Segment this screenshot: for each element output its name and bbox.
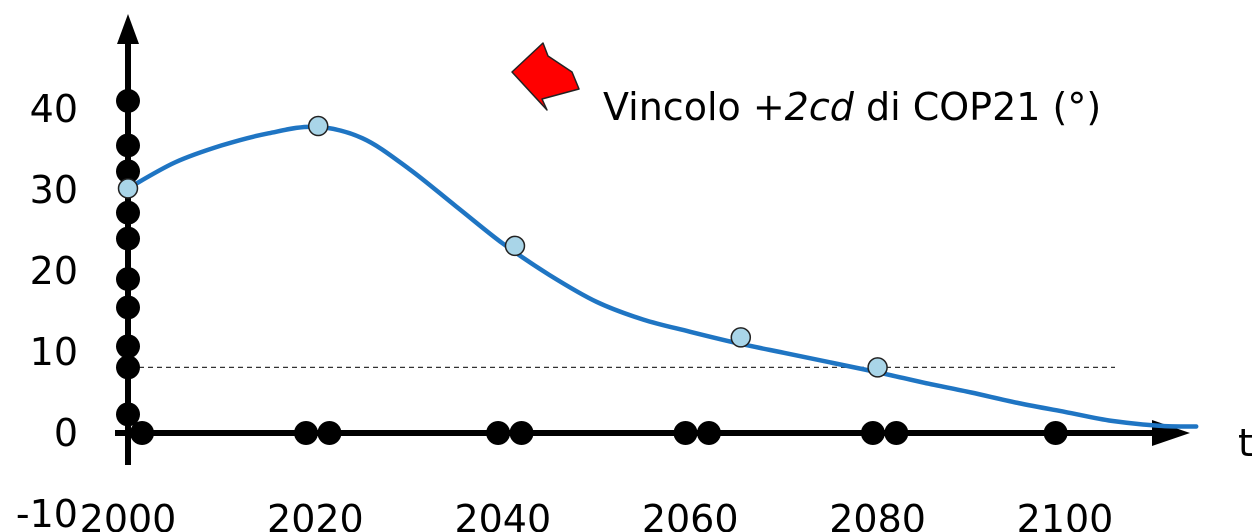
y-axis-dot bbox=[116, 88, 140, 113]
x-axis-dot bbox=[130, 421, 155, 445]
y-axis-dot bbox=[116, 133, 140, 158]
x-tick-label: 2060 bbox=[642, 497, 739, 532]
x-axis-dot bbox=[1043, 421, 1068, 445]
y-axis-arrow-icon bbox=[117, 14, 139, 44]
annotation-label: Vincolo +2cd di COP21 (°) bbox=[603, 85, 1101, 129]
curve-point bbox=[504, 235, 526, 257]
curve-point bbox=[307, 115, 329, 137]
y-tick-label: 10 bbox=[30, 330, 78, 374]
y-axis-dot bbox=[116, 355, 140, 380]
curve-point bbox=[117, 178, 139, 199]
curve-point bbox=[867, 357, 888, 378]
y-axis-dot bbox=[116, 226, 140, 251]
x-axis-dot bbox=[673, 421, 698, 445]
curve-point bbox=[730, 327, 752, 348]
y-axis-dot bbox=[116, 267, 140, 292]
x-axis-dot bbox=[696, 421, 721, 445]
series-line bbox=[125, 124, 1199, 429]
x-axis-dot bbox=[509, 421, 534, 445]
x-tick-label: 2000 bbox=[80, 497, 177, 532]
y-tick-label: 0 bbox=[54, 411, 78, 455]
y-tick-label: 20 bbox=[30, 249, 78, 293]
y-axis-dot bbox=[116, 334, 140, 359]
x-axis-dot bbox=[860, 421, 885, 445]
y-axis-dot bbox=[116, 159, 140, 184]
y-axis-dot bbox=[116, 295, 140, 320]
x-tick-label: 2100 bbox=[1017, 497, 1114, 532]
x-tick-label: 2020 bbox=[267, 497, 364, 532]
annotation-suffix: di COP21 (°) bbox=[866, 85, 1101, 129]
annotation-arrow-icon bbox=[511, 42, 580, 111]
y-tick-label: -10 bbox=[16, 492, 78, 532]
x-axis-dot bbox=[317, 421, 342, 445]
annotation-prefix: Vincolo bbox=[603, 85, 741, 129]
x-axis-dot bbox=[294, 421, 319, 445]
annotation-emphasis: +2cd bbox=[753, 85, 855, 129]
x-tick-label: 2040 bbox=[454, 497, 551, 532]
y-tick-label: 40 bbox=[30, 87, 78, 131]
x-axis-dot bbox=[486, 421, 511, 445]
x-axis-dot bbox=[884, 421, 909, 445]
x-tick-label: 2080 bbox=[829, 497, 926, 532]
x-axis-label: t bbox=[1238, 421, 1253, 465]
y-axis-dot bbox=[116, 402, 140, 427]
y-axis-dot bbox=[116, 200, 140, 225]
y-tick-label: 30 bbox=[30, 168, 78, 212]
